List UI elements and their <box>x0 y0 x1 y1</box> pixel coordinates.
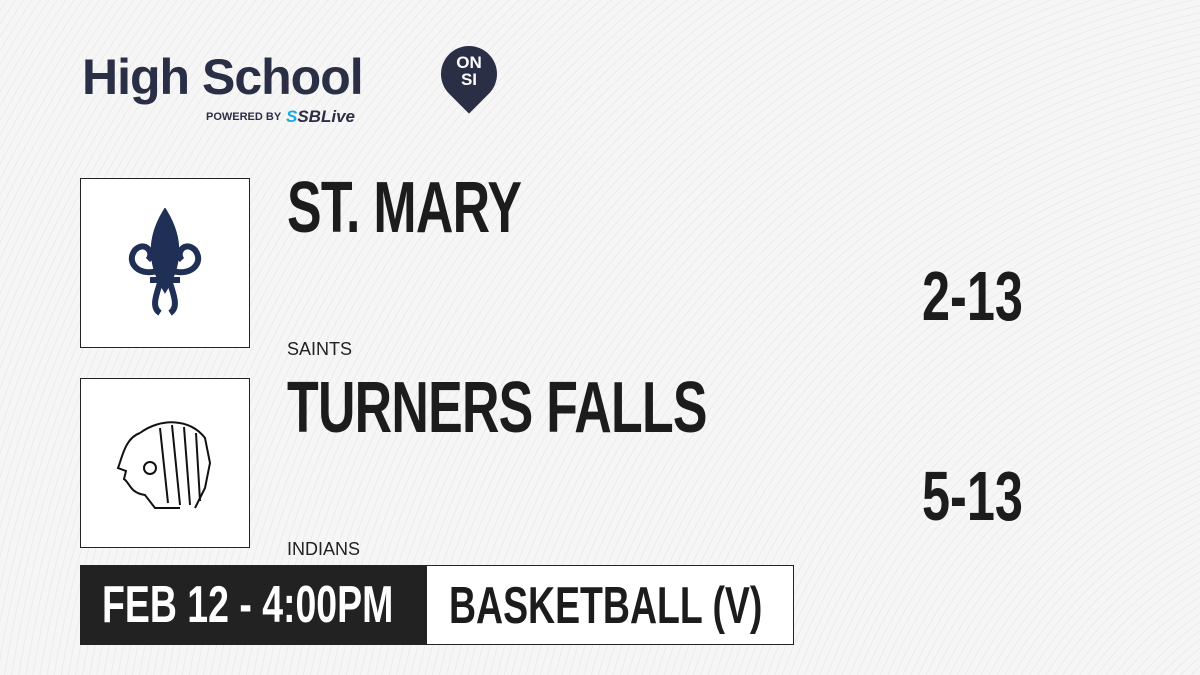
fleur-de-lis-icon <box>128 208 202 316</box>
brand-badge: ON SI <box>456 53 482 89</box>
team-logo-st-mary <box>80 178 250 348</box>
team-mascot: SAINTS <box>287 339 353 359</box>
team-name: ST. MARY <box>287 168 522 248</box>
team-logo-turners-falls <box>80 378 250 548</box>
game-datetime-box: FEB 12 - 4:00PM <box>80 565 427 645</box>
brand-title: High School <box>82 49 364 105</box>
team-name: TURNERS FALLS <box>287 368 707 448</box>
partner-logo: SSBLive <box>286 107 355 126</box>
team-mascot: INDIANS <box>287 539 361 559</box>
game-sport-box: BASKETBALL (V) <box>426 565 794 645</box>
indian-head-icon <box>116 421 212 509</box>
game-datetime: FEB 12 - 4:00PM <box>102 576 394 634</box>
team-record: 5-13 <box>922 457 1023 535</box>
game-sport: BASKETBALL (V) <box>449 577 763 635</box>
powered-by: POWERED BY <box>206 111 282 123</box>
team-record: 2-13 <box>922 257 1023 335</box>
